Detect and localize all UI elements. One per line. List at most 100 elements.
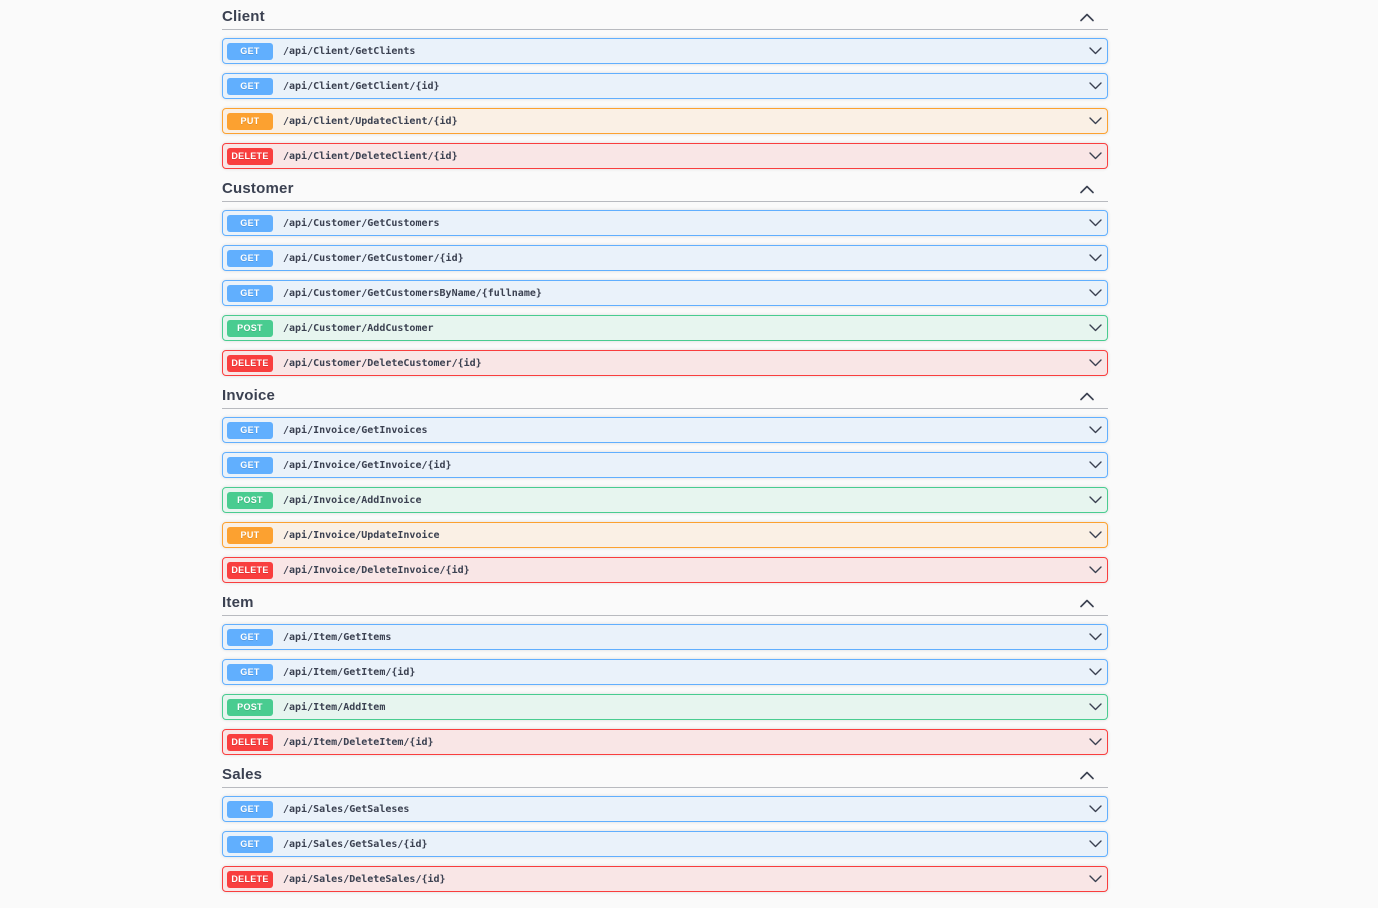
chevron-down-icon (1089, 633, 1102, 641)
expand-row-control[interactable] (1089, 738, 1102, 746)
expand-row-control[interactable] (1089, 668, 1102, 676)
expand-row-control[interactable] (1089, 566, 1102, 574)
tag-body: GET/api/Item/GetItems GET/api/Item/GetIte… (222, 616, 1108, 755)
endpoint-row[interactable]: GET/api/Client/GetClients (222, 38, 1108, 64)
chevron-down-icon (1089, 426, 1102, 434)
endpoint-row[interactable]: DELETE/api/Customer/DeleteCustomer/{id} (222, 350, 1108, 376)
method-badge: GET (227, 421, 273, 439)
endpoint-row[interactable]: GET/api/Item/GetItem/{id} (222, 659, 1108, 685)
chevron-down-icon (1089, 219, 1102, 227)
endpoint-row[interactable]: GET/api/Invoice/GetInvoice/{id} (222, 452, 1108, 478)
method-badge: GET (227, 456, 273, 474)
expand-row-control[interactable] (1089, 219, 1102, 227)
chevron-up-icon (1080, 771, 1094, 779)
chevron-down-icon (1089, 531, 1102, 539)
collapse-section-button[interactable] (1080, 771, 1094, 780)
method-badge: GET (227, 800, 273, 818)
endpoint-path: /api/Item/GetItems (283, 631, 392, 643)
endpoint-path: /api/Item/AddItem (283, 701, 386, 713)
collapse-section-button[interactable] (1080, 13, 1094, 22)
endpoint-row[interactable]: GET/api/Customer/GetCustomers (222, 210, 1108, 236)
chevron-down-icon (1089, 324, 1102, 332)
endpoint-row[interactable]: POST/api/Item/AddItem (222, 694, 1108, 720)
chevron-down-icon (1089, 289, 1102, 297)
endpoint-row[interactable]: DELETE/api/Sales/DeleteSales/{id} (222, 866, 1108, 892)
method-badge: GET (227, 284, 273, 302)
endpoint-row[interactable]: GET/api/Client/GetClient/{id} (222, 73, 1108, 99)
method-badge: DELETE (227, 561, 273, 579)
tag-section-sales: Sales GET/api/Sales/GetSaleses GET/api/Sal… (222, 764, 1108, 892)
expand-row-control[interactable] (1089, 289, 1102, 297)
expand-row-control[interactable] (1089, 82, 1102, 90)
chevron-up-icon (1080, 13, 1094, 21)
endpoint-row[interactable]: GET/api/Item/GetItems (222, 624, 1108, 650)
endpoint-row[interactable]: PUT/api/Client/UpdateClient/{id} (222, 108, 1108, 134)
expand-row-control[interactable] (1089, 703, 1102, 711)
method-badge: GET (227, 628, 273, 646)
method-badge: POST (227, 319, 273, 337)
collapse-section-button[interactable] (1080, 185, 1094, 194)
tag-header-customer[interactable]: Customer (222, 178, 1108, 202)
chevron-up-icon (1080, 392, 1094, 400)
expand-row-control[interactable] (1089, 426, 1102, 434)
endpoint-row[interactable]: GET/api/Customer/GetCustomersByName/{ful… (222, 280, 1108, 306)
method-badge: GET (227, 835, 273, 853)
chevron-down-icon (1089, 840, 1102, 848)
chevron-down-icon (1089, 668, 1102, 676)
endpoint-path: /api/Invoice/AddInvoice (283, 494, 422, 506)
tag-header-invoice[interactable]: Invoice (222, 385, 1108, 409)
endpoint-path: /api/Invoice/GetInvoices (283, 424, 428, 436)
method-badge: DELETE (227, 147, 273, 165)
endpoint-row[interactable]: GET/api/Invoice/GetInvoices (222, 417, 1108, 443)
expand-row-control[interactable] (1089, 875, 1102, 883)
method-badge: PUT (227, 526, 273, 544)
expand-row-control[interactable] (1089, 840, 1102, 848)
endpoint-path: /api/Sales/DeleteSales/{id} (283, 873, 446, 885)
chevron-down-icon (1089, 566, 1102, 574)
tag-title: Customer (222, 180, 294, 197)
chevron-down-icon (1089, 254, 1102, 262)
tag-header-sales[interactable]: Sales (222, 764, 1108, 788)
collapse-section-button[interactable] (1080, 392, 1094, 401)
endpoint-row[interactable]: GET/api/Customer/GetCustomer/{id} (222, 245, 1108, 271)
endpoint-path: /api/Customer/DeleteCustomer/{id} (283, 357, 482, 369)
endpoint-row[interactable]: GET/api/Sales/GetSales/{id} (222, 831, 1108, 857)
endpoint-row[interactable]: DELETE/api/Invoice/DeleteInvoice/{id} (222, 557, 1108, 583)
tag-header-item[interactable]: Item (222, 592, 1108, 616)
chevron-down-icon (1089, 82, 1102, 90)
endpoint-path: /api/Sales/GetSaleses (283, 803, 410, 815)
expand-row-control[interactable] (1089, 359, 1102, 367)
method-badge: DELETE (227, 733, 273, 751)
endpoint-path: /api/Client/GetClient/{id} (283, 80, 440, 92)
method-badge: DELETE (227, 870, 273, 888)
tag-header-client[interactable]: Client (222, 6, 1108, 30)
expand-row-control[interactable] (1089, 117, 1102, 125)
endpoint-row[interactable]: DELETE/api/Client/DeleteClient/{id} (222, 143, 1108, 169)
expand-row-control[interactable] (1089, 324, 1102, 332)
tag-section-invoice: Invoice GET/api/Invoice/GetInvoices GET/ap… (222, 385, 1108, 583)
expand-row-control[interactable] (1089, 633, 1102, 641)
tag-body: GET/api/Client/GetClients GET/api/Client/… (222, 30, 1108, 169)
endpoint-row[interactable]: DELETE/api/Item/DeleteItem/{id} (222, 729, 1108, 755)
expand-row-control[interactable] (1089, 47, 1102, 55)
endpoint-path: /api/Invoice/DeleteInvoice/{id} (283, 564, 470, 576)
collapse-section-button[interactable] (1080, 599, 1094, 608)
expand-row-control[interactable] (1089, 805, 1102, 813)
expand-row-control[interactable] (1089, 152, 1102, 160)
chevron-down-icon (1089, 117, 1102, 125)
endpoint-path: /api/Invoice/UpdateInvoice (283, 529, 440, 541)
method-badge: PUT (227, 112, 273, 130)
tag-body: GET/api/Sales/GetSaleses GET/api/Sales/Ge… (222, 788, 1108, 892)
endpoint-row[interactable]: GET/api/Sales/GetSaleses (222, 796, 1108, 822)
endpoint-row[interactable]: PUT/api/Invoice/UpdateInvoice (222, 522, 1108, 548)
tag-section-customer: Customer GET/api/Customer/GetCustomers GET… (222, 178, 1108, 376)
expand-row-control[interactable] (1089, 531, 1102, 539)
expand-row-control[interactable] (1089, 496, 1102, 504)
chevron-up-icon (1080, 599, 1094, 607)
expand-row-control[interactable] (1089, 461, 1102, 469)
endpoint-path: /api/Customer/GetCustomer/{id} (283, 252, 464, 264)
tag-body: GET/api/Invoice/GetInvoices GET/api/Invoi… (222, 409, 1108, 583)
endpoint-row[interactable]: POST/api/Customer/AddCustomer (222, 315, 1108, 341)
expand-row-control[interactable] (1089, 254, 1102, 262)
endpoint-row[interactable]: POST/api/Invoice/AddInvoice (222, 487, 1108, 513)
